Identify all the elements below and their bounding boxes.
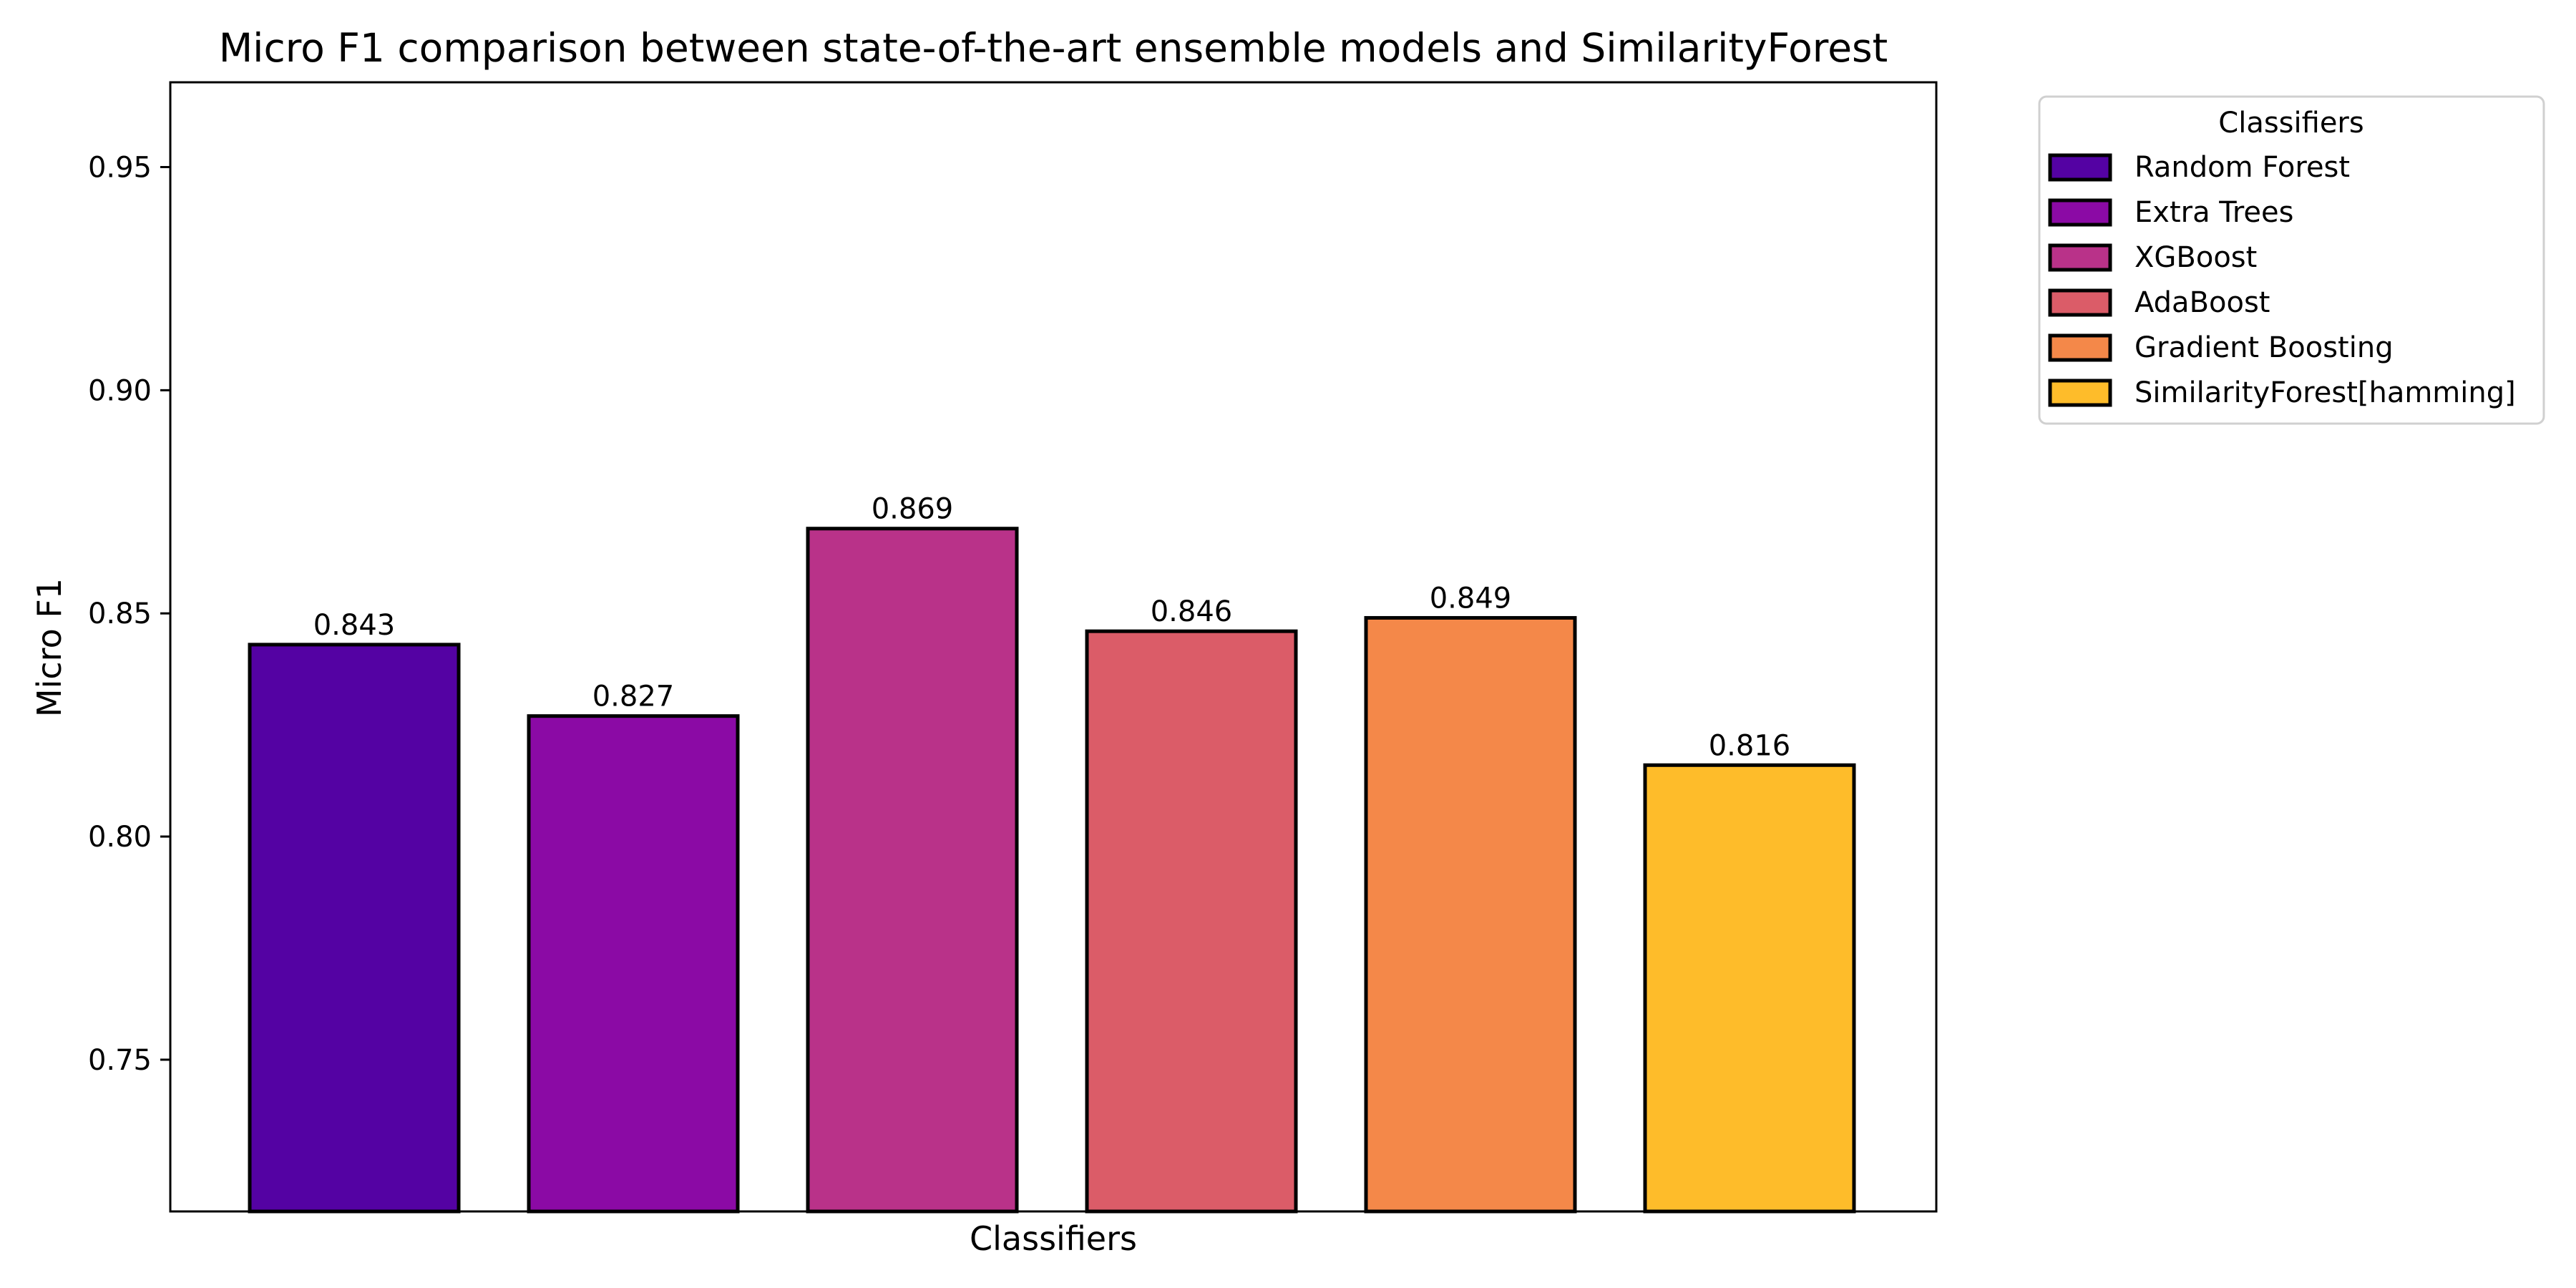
y-axis-label: Micro F1	[30, 578, 69, 717]
bars	[248, 527, 1856, 1214]
legend-label: XGBoost	[2135, 241, 2257, 274]
legend-title: Classifiers	[2218, 107, 2363, 140]
legend-swatch	[2048, 288, 2112, 317]
bar-value-label: 0.843	[313, 609, 396, 642]
plot-area: 0.750.800.850.900.95 0.8430.8270.8690.84…	[88, 81, 1938, 1214]
y-axis: 0.75 0.80 0.85 0.90 0.95	[88, 152, 170, 1077]
bar-value-label: 0.816	[1709, 729, 1791, 762]
legend-label: Random Forest	[2135, 151, 2350, 184]
legend-swatch	[2048, 198, 2112, 227]
chart-title: Micro F1 comparison between state-of-the…	[219, 25, 1888, 71]
bar	[527, 714, 740, 1214]
bar	[1364, 615, 1577, 1214]
legend-label: SimilarityForest[hamming]	[2135, 376, 2516, 409]
legend-swatch	[2048, 379, 2112, 407]
bar	[1085, 629, 1298, 1214]
bar-value-label: 0.849	[1430, 582, 1512, 615]
legend-label: Gradient Boosting	[2135, 331, 2394, 364]
bar-value-label: 0.869	[872, 493, 954, 526]
legend-swatch	[2048, 333, 2112, 362]
bar	[248, 643, 461, 1214]
legend-swatch	[2048, 153, 2112, 182]
y-tick-label: 0.95	[88, 152, 152, 185]
bar	[1643, 763, 1856, 1214]
legend: Classifiers Random Forest Extra Trees XGBo…	[2038, 95, 2545, 425]
bar-value-label: 0.846	[1151, 595, 1233, 628]
plot-frame	[169, 81, 1938, 1213]
bar-value-label: 0.827	[592, 680, 675, 713]
y-tick-label: 0.90	[88, 374, 152, 407]
y-tick-label: 0.80	[88, 821, 152, 854]
legend-frame	[2038, 95, 2545, 425]
y-tick-label: 0.85	[88, 597, 152, 630]
value-labels: 0.843 0.827 0.869 0.846 0.849 0.816	[313, 493, 1791, 763]
legend-swatch	[2048, 243, 2112, 272]
legend-entries: Random Forest Extra Trees XGBoost AdaBoost G…	[2048, 151, 2516, 409]
bar	[806, 527, 1019, 1214]
x-axis-label: Classifiers	[970, 1219, 1137, 1258]
legend-label: Extra Trees	[2135, 196, 2293, 229]
y-tick-label: 0.75	[88, 1044, 152, 1077]
legend-label: AdaBoost	[2135, 286, 2270, 319]
